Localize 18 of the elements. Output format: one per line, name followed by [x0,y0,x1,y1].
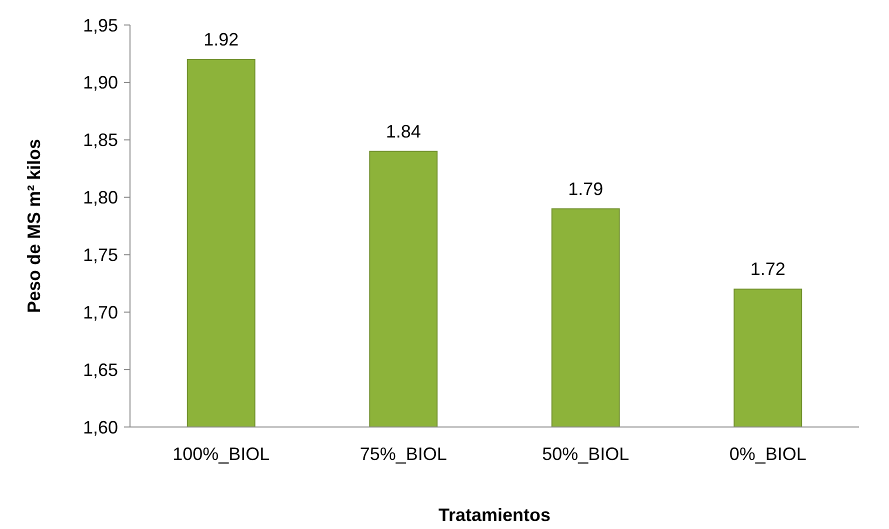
data-label: 1.92 [204,29,239,50]
y-tick-label: 1,70 [82,302,118,322]
x-tick-label: 75%_BIOL [360,444,447,464]
x-axis-title: Tratamientos [438,505,551,525]
data-label: 1.72 [750,259,786,280]
x-tick-label: 100%_BIOL [172,444,270,464]
data-label: 1.84 [386,121,421,142]
x-tick-label: 50%_BIOL [542,444,630,464]
y-tick-label: 1,85 [82,130,118,150]
y-tick-label: 1,65 [82,360,118,380]
y-tick-label: 1,90 [82,72,118,93]
y-axis-title: Peso de MS m² kilos [24,138,44,314]
data-label: 1.79 [568,178,604,199]
x-tick-label: 0%_BIOL [729,444,806,464]
y-tick-label: 1,95 [82,15,118,36]
y-tick-label: 1,80 [82,188,118,208]
y-tick-label: 1,60 [82,417,118,438]
y-tick-label: 1,75 [82,245,118,266]
